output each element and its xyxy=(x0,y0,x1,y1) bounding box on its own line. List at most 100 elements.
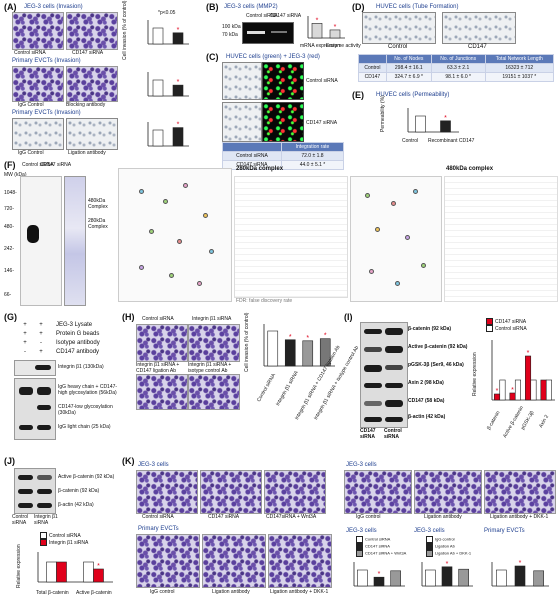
j-band-3: β-actin (42 kDa) xyxy=(58,502,94,508)
k-chart-title-2: JEG-3 cells xyxy=(414,528,445,534)
f-net1-title: 280kDa complex xyxy=(236,166,284,172)
i-x2: Active β-catenin xyxy=(502,405,526,439)
h-cap-4: Integrin β1 siRNA + isotype control Ab xyxy=(188,362,232,374)
d-h2: No. of Junctions xyxy=(430,54,486,64)
b-zymogram xyxy=(242,22,294,44)
significance-star: * xyxy=(334,24,337,31)
h-chart: * * * xyxy=(256,318,336,370)
significance-star: * xyxy=(177,79,180,86)
b-band-100: 100 kDa xyxy=(222,24,241,30)
i-legend-swatch-1 xyxy=(486,318,493,325)
j-legend-swatch-2 xyxy=(40,539,47,546)
g-s21: - xyxy=(40,340,42,346)
b-chart: * * xyxy=(300,10,346,42)
i-legend-text-2: Control siRNA xyxy=(495,325,527,332)
panel-f-label: (F) xyxy=(4,160,16,170)
k-legend2-text-2: Ligation Ab xyxy=(435,543,455,549)
f-net2-table xyxy=(444,176,558,302)
j-legend-swatch-1 xyxy=(40,532,47,539)
i-lane-2: Control siRNA xyxy=(384,428,402,440)
d-h1: No. of Nodes xyxy=(385,54,432,64)
f-gel-lane xyxy=(64,176,86,306)
g-blot-top xyxy=(14,360,56,376)
k-legend2-text-3: Ligation Ab + DKK-1 xyxy=(435,550,472,556)
panel-e-label: (E) xyxy=(352,90,364,100)
k-chart-1: * xyxy=(346,556,406,590)
a-img-blocking-antibody xyxy=(66,66,118,102)
bar xyxy=(545,379,552,401)
bar xyxy=(496,569,507,587)
bar xyxy=(499,379,506,401)
d-r1c3: 19151 ± 1037 * xyxy=(484,72,555,82)
significance-star: * xyxy=(97,563,100,570)
significance-star: * xyxy=(511,387,514,394)
g-row-3: Isotype antibody xyxy=(56,340,100,346)
bar xyxy=(172,84,184,97)
c-img-2b xyxy=(262,102,304,142)
k-img-r1b-2 xyxy=(414,470,482,514)
a-img-igg-control xyxy=(12,66,64,102)
c-row2-label: CD147 siRNA xyxy=(306,120,338,126)
d-r1c1: 324.7 ± 6.9 * xyxy=(385,72,432,82)
g-s10: + xyxy=(23,331,27,337)
bar xyxy=(319,338,331,367)
significance-star: * xyxy=(378,571,381,578)
bar xyxy=(56,561,67,583)
j-x2: Active β-catenin xyxy=(76,590,112,596)
a-img-control-sirna xyxy=(12,12,64,50)
k-legend1-swatch-3 xyxy=(356,550,363,557)
bar xyxy=(152,79,164,97)
j-x1: Total β-catenin xyxy=(36,590,69,596)
k-chart-3: * xyxy=(484,556,550,590)
h-img-2 xyxy=(188,324,240,362)
panel-a-row1-title: JEG-3 cells (Invasion) xyxy=(24,4,83,10)
i-band-4: Axin 2 (98 kDa) xyxy=(408,380,444,386)
significance-star: * xyxy=(177,27,180,34)
i-lane-1: CD147 siRNA xyxy=(360,428,376,440)
k-cap-r1b-2: Ligation antibody xyxy=(424,514,462,520)
significance-star: * xyxy=(316,17,319,24)
c-img-1b xyxy=(262,62,304,100)
bar xyxy=(415,115,426,133)
k-chart-title-3: Primary EVCTs xyxy=(484,528,525,534)
d-img-cd147 xyxy=(442,12,516,44)
bar xyxy=(533,570,544,587)
f-mw-5: 146- xyxy=(4,268,15,274)
panel-c-label: (C) xyxy=(206,52,219,62)
k-cap-r2-2: Ligation antibody xyxy=(212,589,250,595)
d-r0c2: 63.3 ± 2.1 xyxy=(430,63,486,73)
k-legend2-swatch-3 xyxy=(426,550,433,557)
i-band-6: β-actin (42 kDa) xyxy=(408,414,446,420)
a-img-cd147-sirna xyxy=(66,12,118,50)
f-net1-table xyxy=(234,176,348,298)
a-caption-5: IgG Control xyxy=(18,150,44,156)
bar xyxy=(514,379,521,401)
i-legend-text-1: CD147 siRNA xyxy=(495,318,527,325)
k-img-r1b-1 xyxy=(344,470,412,514)
panel-b-label: (B) xyxy=(206,2,219,12)
bar xyxy=(440,120,451,133)
k-legend2-text-1: IgG control xyxy=(435,536,455,542)
panel-a-row2-title: Primary EVCTs (Invasion) xyxy=(12,58,81,64)
a-caption-1: Control siRNA xyxy=(14,50,46,56)
a-chart-2: * xyxy=(140,66,190,100)
f-mw-3: 480- xyxy=(4,224,15,230)
e-x1: Control xyxy=(402,138,419,144)
f-lane-2: CD147 siRNA xyxy=(40,162,72,168)
panel-g-label: (G) xyxy=(4,312,17,322)
bar xyxy=(425,569,436,587)
j-lane-1: Control siRNA xyxy=(12,514,29,526)
bar xyxy=(83,561,94,583)
i-band-3: pGSK-3β (Ser9, 46 kDa) xyxy=(408,362,464,368)
c-img-2a xyxy=(222,102,262,142)
i-legend-2: Control siRNA xyxy=(486,325,527,332)
b-x1: mRNA expression xyxy=(300,43,341,49)
i-band-2: Active β-catenin (92 kDa) xyxy=(408,344,468,350)
panel-a-label: (A) xyxy=(4,2,17,12)
b-lane-2: CD147 siRNA xyxy=(270,13,302,19)
a-img-igg-control-2 xyxy=(12,118,64,150)
i-legend-1: CD147 siRNA xyxy=(486,318,526,325)
i-x3: pGSK-3β xyxy=(520,410,536,431)
k-legend2-swatch-2 xyxy=(426,543,433,550)
g-band-1: IgG heavy chain + CD147-high glycosylati… xyxy=(58,384,118,396)
